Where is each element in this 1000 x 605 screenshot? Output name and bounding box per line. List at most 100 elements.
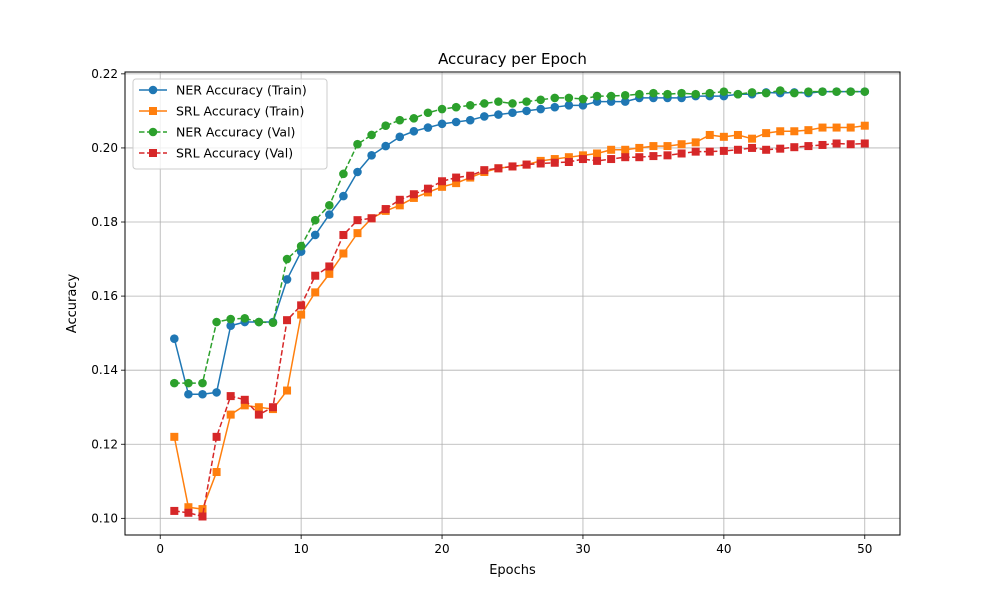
data-point — [762, 129, 771, 138]
data-point — [353, 167, 362, 177]
data-point — [451, 117, 461, 127]
data-point — [804, 126, 813, 135]
data-point — [310, 215, 320, 225]
data-point — [184, 503, 193, 512]
data-point — [677, 149, 686, 158]
data-point — [832, 139, 841, 148]
x-tick-label: 10 — [293, 542, 308, 556]
data-point — [691, 89, 700, 99]
data-point — [423, 123, 433, 132]
data-point — [170, 334, 179, 343]
data-point — [240, 395, 249, 404]
data-point — [550, 93, 560, 103]
plot-frame — [124, 71, 901, 536]
legend-label: SRL Accuracy (Train) — [176, 104, 304, 119]
y-axis-label: Accuracy — [65, 274, 80, 334]
y-tick-label: 0.14 — [91, 363, 118, 377]
x-tick-label: 20 — [434, 542, 449, 556]
data-point — [409, 190, 418, 199]
data-point — [804, 87, 813, 96]
data-point — [748, 143, 757, 152]
data-point — [832, 87, 841, 96]
data-point — [437, 104, 447, 114]
data-point — [465, 115, 475, 125]
data-point — [310, 230, 320, 240]
data-point — [606, 91, 616, 101]
legend-label: NER Accuracy (Train) — [176, 83, 307, 98]
data-point — [621, 145, 630, 154]
legend-label: NER Accuracy (Val) — [176, 125, 295, 140]
data-point — [409, 126, 419, 136]
data-point — [620, 91, 630, 100]
data-point — [705, 147, 714, 156]
data-point — [860, 139, 869, 148]
data-point — [776, 127, 785, 136]
data-point — [409, 114, 419, 123]
data-point — [395, 132, 405, 142]
data-point — [705, 88, 715, 98]
data-point — [296, 241, 306, 251]
data-point — [325, 210, 334, 219]
data-point — [818, 140, 827, 149]
data-point — [438, 182, 447, 191]
data-point — [846, 87, 855, 96]
data-point — [677, 140, 686, 149]
data-point — [790, 127, 799, 136]
data-point — [212, 432, 221, 441]
data-point — [226, 314, 235, 324]
data-point — [846, 140, 855, 149]
data-point — [593, 149, 602, 158]
data-point — [268, 403, 277, 412]
data-point — [733, 145, 742, 154]
data-point — [592, 91, 602, 101]
data-point — [733, 89, 743, 99]
data-point — [494, 97, 503, 106]
data-point — [297, 301, 306, 310]
legend-box — [132, 78, 328, 170]
data-point — [635, 143, 644, 152]
data-point — [790, 88, 799, 98]
data-point — [790, 143, 799, 152]
x-tick-label: 40 — [716, 542, 731, 556]
data-point — [452, 173, 461, 182]
data-point — [846, 123, 855, 132]
data-point — [776, 144, 785, 153]
data-point — [198, 505, 207, 514]
data-point — [184, 389, 193, 399]
data-point — [677, 88, 686, 98]
y-tick-label: 0.20 — [91, 141, 118, 155]
data-point — [550, 102, 560, 112]
data-point — [297, 310, 306, 319]
data-point — [395, 201, 404, 210]
data-point — [747, 88, 757, 97]
data-point — [522, 160, 531, 169]
data-point — [254, 317, 264, 327]
data-point — [268, 318, 278, 328]
data-point — [536, 95, 545, 105]
data-point — [564, 158, 573, 167]
data-point — [832, 123, 841, 132]
legend-item: SRL Accuracy (Train) — [139, 104, 304, 119]
data-point — [818, 87, 827, 96]
y-tick-label: 0.16 — [91, 289, 118, 303]
data-point — [649, 88, 658, 98]
data-point — [860, 121, 869, 130]
data-point — [423, 184, 432, 193]
data-point — [564, 153, 573, 162]
y-tick-label: 0.22 — [91, 67, 118, 81]
data-point — [466, 171, 475, 180]
data-point — [663, 151, 672, 160]
data-point — [437, 119, 447, 129]
ticks: 0 10 20 30 40 50 0.10 0.12 0.14 0.16 0.18 0.20 0.22 — [91, 67, 872, 556]
y-tick-label: 0.10 — [91, 511, 118, 525]
data-point — [381, 121, 390, 131]
data-point — [705, 130, 714, 139]
legend-marker — [148, 85, 158, 95]
data-point — [620, 97, 630, 106]
data-point — [226, 321, 235, 331]
data-point — [339, 249, 348, 258]
data-point — [170, 432, 179, 441]
x-tick-label: 30 — [575, 542, 590, 556]
data-point — [649, 142, 658, 151]
